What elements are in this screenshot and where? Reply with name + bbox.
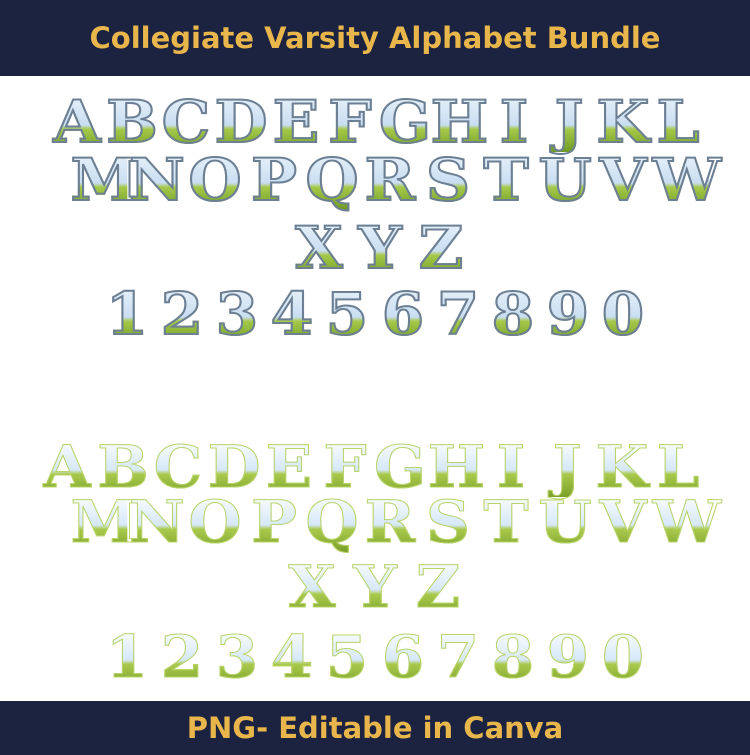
varsity-glyph: 8 xyxy=(484,627,541,688)
varsity-glyph: F xyxy=(322,91,379,153)
varsity-glyph: E xyxy=(267,91,324,153)
varsity-glyph: 1 xyxy=(99,283,156,345)
varsity-glyph: A xyxy=(39,437,96,498)
varsity-glyph: C xyxy=(158,91,215,153)
varsity-glyph: H xyxy=(427,433,486,501)
varsity-glyph: N xyxy=(129,488,186,556)
footer-banner: PNG- Editable in Canva xyxy=(0,701,750,755)
varsity-glyph: R xyxy=(362,492,419,553)
varsity-glyph: F xyxy=(316,437,373,498)
varsity-glyph: V xyxy=(594,149,651,211)
varsity-glyph: 4 xyxy=(264,627,321,688)
varsity-glyph: D xyxy=(207,433,261,501)
varsity-glyph: Y xyxy=(352,217,409,279)
varsity-glyph: N xyxy=(128,146,186,214)
varsity-glyph: T xyxy=(478,149,535,211)
header-banner: Collegiate Varsity Alphabet Bundle xyxy=(0,0,750,76)
varsity-glyph: 5 xyxy=(319,627,376,688)
varsity-glyph: H xyxy=(430,88,490,156)
varsity-glyph: Z xyxy=(413,217,470,279)
varsity-glyph: E xyxy=(261,437,318,498)
varsity-glyph: J xyxy=(538,437,595,498)
varsity-glyph: C xyxy=(150,437,207,498)
varsity-glyph: R xyxy=(362,149,419,211)
varsity-glyph: 4 xyxy=(264,283,321,345)
varsity-glyph: P xyxy=(245,492,302,553)
varsity-glyph: Q xyxy=(304,146,359,214)
varsity-glyph: 0 xyxy=(595,283,652,345)
varsity-glyph: 6 xyxy=(374,283,431,345)
varsity-glyph: Q xyxy=(305,488,359,556)
varsity-glyph: 7 xyxy=(429,283,486,345)
footer-text: PNG- Editable in Canva xyxy=(186,711,564,745)
varsity-glyph: W xyxy=(652,488,721,556)
varsity-glyph: K xyxy=(596,88,651,156)
varsity-glyph: L xyxy=(649,437,706,498)
varsity-glyph: 7 xyxy=(429,627,486,688)
varsity-glyph: O xyxy=(188,488,242,556)
varsity-glyph: V xyxy=(594,492,651,553)
varsity-glyph: P xyxy=(245,149,302,211)
varsity-glyph: T xyxy=(478,492,535,553)
varsity-glyph: 2 xyxy=(154,283,211,345)
varsity-glyph: U xyxy=(537,488,592,556)
varsity-glyph: G xyxy=(372,437,429,498)
varsity-glyph: 2 xyxy=(154,627,211,688)
varsity-glyph: U xyxy=(537,146,592,214)
varsity-glyph: 5 xyxy=(319,283,376,345)
varsity-glyph: I xyxy=(483,437,540,498)
varsity-glyph: O xyxy=(188,146,243,214)
varsity-glyph: S xyxy=(420,492,477,553)
varsity-glyph: 9 xyxy=(540,283,597,345)
varsity-glyph: A xyxy=(49,91,106,153)
varsity-glyph: B xyxy=(103,91,160,153)
varsity-glyph: 6 xyxy=(374,627,431,688)
varsity-glyph: S xyxy=(420,149,477,211)
varsity-glyph: Z xyxy=(410,557,467,618)
varsity-glyph: M xyxy=(70,488,139,556)
varsity-glyph: 1 xyxy=(99,627,156,688)
varsity-glyph: L xyxy=(650,91,707,153)
varsity-glyph: W xyxy=(651,146,721,214)
title: Collegiate Varsity Alphabet Bundle xyxy=(89,21,661,55)
varsity-glyph: 3 xyxy=(209,283,266,345)
varsity-glyph: B xyxy=(94,437,151,498)
varsity-glyph: K xyxy=(595,433,649,501)
varsity-glyph: X xyxy=(284,557,341,618)
varsity-glyph: X xyxy=(291,217,348,279)
varsity-glyph: 8 xyxy=(484,283,541,345)
varsity-glyph: 9 xyxy=(540,627,597,688)
varsity-glyph: D xyxy=(213,88,268,156)
varsity-glyph: G xyxy=(376,91,433,153)
varsity-glyph: M xyxy=(70,146,140,214)
varsity-glyph: J xyxy=(540,91,597,153)
varsity-glyph: 3 xyxy=(209,627,266,688)
varsity-glyph: Y xyxy=(347,557,404,618)
varsity-glyph: I xyxy=(486,91,543,153)
varsity-glyph: 0 xyxy=(595,627,652,688)
